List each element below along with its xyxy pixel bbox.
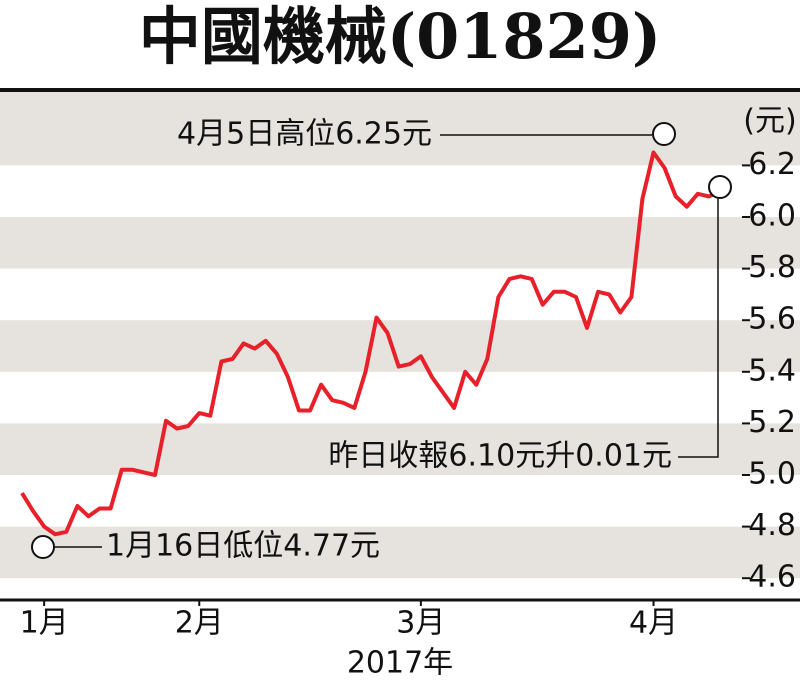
marker-circle [708, 175, 732, 199]
y-tick-label: 6.2 [748, 147, 796, 182]
y-axis-label: (元) [743, 104, 796, 139]
x-tick-label: 2月 [175, 606, 224, 641]
chart-title: 中國機械(01829) [139, 0, 661, 73]
y-tick-label: 5.4 [748, 353, 796, 388]
annotation: 4月5日高位6.25元 [177, 117, 432, 152]
y-tick-label: 5.0 [748, 457, 796, 492]
x-tick-label: 3月 [396, 606, 445, 641]
annotation: 1月16日低位4.77元 [106, 529, 380, 564]
y-tick-label: 6.0 [748, 199, 796, 234]
leader-line [678, 198, 719, 458]
grid-band [0, 526, 800, 579]
price-line [20, 150, 721, 537]
marker-circle [652, 122, 676, 146]
x-tick-label: 1月 [20, 606, 69, 641]
grid-band [0, 217, 800, 269]
y-tick-label: 5.8 [748, 250, 796, 285]
grid-band [0, 320, 800, 372]
annotation: 昨日收報6.10元升0.01元 [328, 439, 672, 474]
x-tick-label: 4月 [629, 606, 678, 641]
y-tick-label: 4.6 [748, 560, 796, 595]
y-tick-label: 4.8 [748, 508, 796, 543]
y-tick-label: 5.6 [748, 302, 796, 337]
grid-band [0, 423, 800, 475]
marker-circle [31, 535, 55, 559]
y-tick-label: 5.2 [748, 405, 796, 440]
x-axis-label: 2017年 [347, 646, 453, 681]
